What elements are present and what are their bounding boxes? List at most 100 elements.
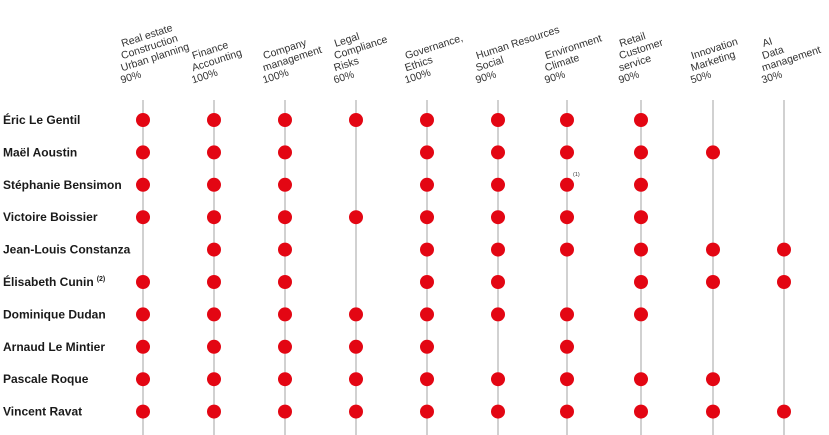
- skill-dot-3-6: [560, 210, 574, 225]
- skill-dot-4-7: [634, 242, 648, 257]
- skill-dot-1-4: [420, 145, 434, 160]
- skill-dot-5-8: [706, 275, 720, 289]
- skill-dot-3-5: [491, 210, 505, 225]
- skill-dot-5-0: [136, 275, 150, 289]
- skill-dot-6-4: [420, 307, 434, 322]
- row-label-8: Pascale Roque: [3, 372, 89, 386]
- skill-dot-9-2: [278, 404, 292, 419]
- skill-dot-4-1: [207, 242, 221, 257]
- skill-dot-0-5: [491, 113, 505, 127]
- skill-dot-2-1: [207, 177, 221, 192]
- skill-dot-9-9: [777, 404, 791, 419]
- skill-dot-3-7: [634, 210, 648, 225]
- skill-dot-1-5: [491, 145, 505, 160]
- skill-dot-2-4: [420, 177, 434, 192]
- skill-dot-0-7: [634, 113, 648, 127]
- skill-dot-3-2: [278, 210, 292, 225]
- skill-dot-6-3: [349, 307, 363, 322]
- row-label-4: Jean-Louis Constanza: [3, 243, 131, 257]
- row-label-6: Dominique Dudan: [3, 307, 106, 321]
- row-name: Vincent Ravat: [3, 405, 82, 419]
- skill-dot-4-5: [491, 242, 505, 257]
- skill-dot-5-1: [207, 275, 221, 289]
- skill-dot-9-1: [207, 404, 221, 419]
- skill-dot-4-9: [777, 242, 791, 257]
- skill-dot-8-6: [560, 372, 574, 387]
- skill-dot-4-8: [706, 242, 720, 257]
- skill-dot-7-4: [420, 339, 434, 354]
- skill-dot-2-6: [560, 177, 574, 192]
- skill-dot-6-1: [207, 307, 221, 322]
- row-label-9: Vincent Ravat: [3, 405, 82, 419]
- skill-dot-2-7: [634, 177, 648, 192]
- skill-dot-3-0: [136, 210, 150, 225]
- skill-dot-1-1: [207, 145, 221, 160]
- row-name: Jean-Louis Constanza: [3, 243, 131, 257]
- skill-dot-9-5: [491, 404, 505, 419]
- skill-dot-6-6: [560, 307, 574, 322]
- skill-dot-9-3: [349, 404, 363, 419]
- row-label-5: Élisabeth Cunin (2): [3, 274, 105, 289]
- skill-dot-1-0: [136, 145, 150, 160]
- skill-dot-1-6: [560, 145, 574, 160]
- row-label-7: Arnaud Le Mintier: [3, 340, 105, 354]
- row-label-0: Éric Le Gentil: [3, 112, 80, 127]
- skill-dot-8-4: [420, 372, 434, 387]
- row-name: Dominique Dudan: [3, 307, 106, 321]
- skill-dot-8-5: [491, 372, 505, 387]
- skill-dot-5-5: [491, 275, 505, 289]
- skill-dot-3-3: [349, 210, 363, 225]
- skill-dot-7-1: [207, 339, 221, 354]
- skill-dot-7-2: [278, 339, 292, 354]
- skill-dot-9-8: [706, 404, 720, 419]
- column-header-4-line-0: Governance,: [404, 32, 465, 62]
- skill-dot-7-0: [136, 339, 150, 354]
- skill-dot-9-7: [634, 404, 648, 419]
- row-label-1: Maël Aoustin: [3, 145, 77, 159]
- row-name: Maël Aoustin: [3, 145, 77, 159]
- row-name: Arnaud Le Mintier: [3, 340, 105, 354]
- skill-dot-4-6: [560, 242, 574, 257]
- skill-dot-9-4: [420, 404, 434, 419]
- skill-dot-6-0: [136, 307, 150, 322]
- row-name: Éric Le Gentil: [3, 112, 80, 127]
- skill-dot-3-1: [207, 210, 221, 225]
- row-name: Stéphanie Bensimon: [3, 178, 122, 192]
- skill-dot-8-8: [706, 372, 720, 387]
- skill-dot-0-6: [560, 113, 574, 127]
- skill-dot-7-3: [349, 339, 363, 354]
- skill-dot-8-7: [634, 372, 648, 387]
- skill-dot-9-0: [136, 404, 150, 419]
- skill-dot-8-2: [278, 372, 292, 387]
- skill-dot-8-3: [349, 372, 363, 387]
- skill-dot-5-7: [634, 275, 648, 289]
- skill-dot-4-4: [420, 242, 434, 257]
- skill-dot-2-2: [278, 177, 292, 192]
- row-name: Pascale Roque: [3, 372, 89, 386]
- skill-dot-7-6: [560, 339, 574, 354]
- footnote-marker-0: (1): [573, 172, 580, 178]
- skill-dot-0-0: [136, 113, 150, 127]
- skill-dot-1-8: [706, 145, 720, 160]
- skill-dot-6-2: [278, 307, 292, 322]
- row-name: Victoire Boissier: [3, 210, 98, 224]
- skill-dot-0-2: [278, 113, 292, 127]
- row-label-2: Stéphanie Bensimon: [3, 178, 122, 192]
- skill-dot-0-4: [420, 113, 434, 127]
- skill-dot-2-5: [491, 177, 505, 192]
- skill-dot-9-6: [560, 404, 574, 419]
- skill-dot-1-2: [278, 145, 292, 160]
- skill-dot-8-1: [207, 372, 221, 387]
- skill-dot-0-1: [207, 113, 221, 127]
- skill-dot-1-7: [634, 145, 648, 160]
- skill-dot-5-4: [420, 275, 434, 289]
- skill-dot-5-2: [278, 275, 292, 289]
